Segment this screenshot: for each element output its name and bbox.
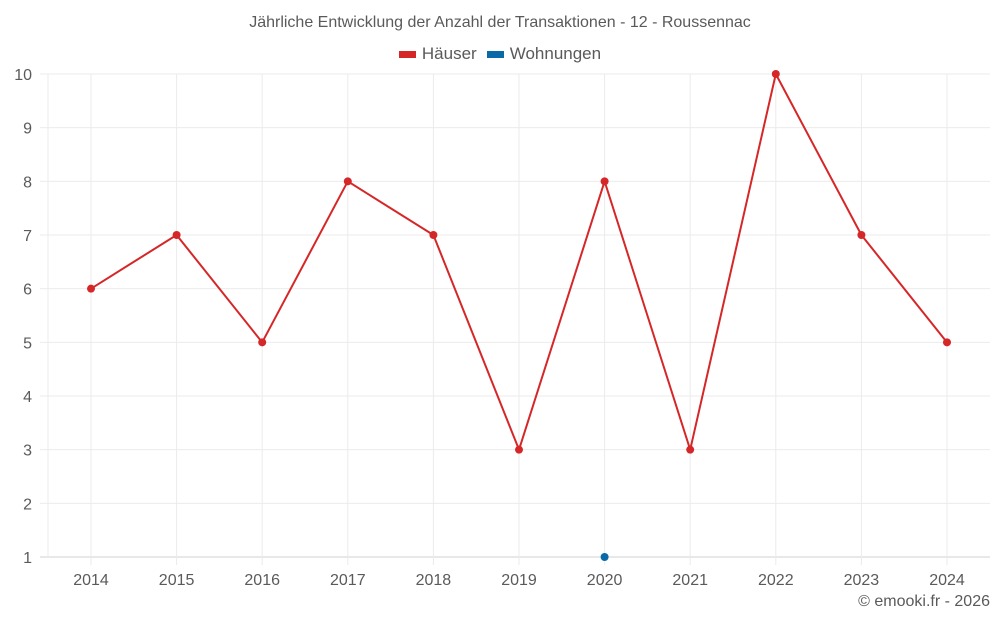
y-tick-label: 4 (23, 389, 32, 406)
legend-label-wohnungen: Wohnungen (509, 44, 602, 63)
y-tick-label: 10 (14, 67, 32, 84)
data-point[interactable] (515, 445, 523, 454)
legend-label-haeuser: Häuser (421, 44, 477, 63)
x-tick-label: 2015 (159, 572, 195, 589)
x-tick-label: 2017 (330, 572, 366, 589)
chart-axes: 1 2 3 4 5 6 7 8 9 10 2014 2015 2016 2017 2018 2019 2020 2… (14, 67, 965, 589)
data-point[interactable] (87, 284, 95, 293)
y-tick-label: 8 (23, 174, 32, 191)
data-point[interactable] (600, 553, 609, 561)
data-point[interactable] (943, 338, 951, 347)
copyright-credit: © emooki.fr - 2026 (858, 593, 990, 610)
y-tick-label: 1 (23, 550, 32, 567)
chart-grid (40, 73, 990, 565)
y-tick-label: 2 (23, 496, 32, 513)
data-point[interactable] (429, 231, 438, 239)
y-tick-label: 9 (23, 121, 32, 138)
data-point[interactable] (686, 445, 695, 454)
data-point[interactable] (771, 70, 780, 78)
y-tick-label: 7 (23, 228, 32, 245)
legend-swatch-haeuser-icon (398, 50, 416, 58)
y-tick-label: 3 (23, 443, 32, 460)
data-point[interactable] (172, 231, 181, 239)
data-point[interactable] (343, 177, 352, 186)
x-tick-label: 2014 (73, 572, 109, 589)
x-tick-label: 2024 (929, 572, 965, 589)
legend-item-wohnungen[interactable]: Wohnungen (486, 44, 602, 64)
y-tick-label: 5 (23, 335, 32, 352)
y-tick-label: 6 (23, 282, 32, 299)
x-tick-label: 2016 (244, 572, 280, 589)
x-tick-label: 2019 (501, 572, 537, 589)
chart-title: Jährliche Entwicklung der Anzahl der Tra… (249, 14, 751, 31)
chart-series (87, 70, 951, 561)
legend-item-haeuser[interactable]: Häuser (398, 44, 477, 64)
x-tick-label: 2021 (672, 572, 708, 589)
legend-swatch-wohnungen-icon (486, 50, 504, 58)
data-point[interactable] (258, 338, 267, 347)
x-tick-label: 2023 (844, 572, 880, 589)
x-tick-label: 2020 (587, 572, 623, 589)
data-point[interactable] (857, 231, 866, 239)
data-point[interactable] (600, 177, 609, 186)
x-tick-label: 2018 (416, 572, 452, 589)
chart-legend: Häuser Wohnungen (0, 44, 1000, 64)
x-tick-label: 2022 (758, 572, 794, 589)
